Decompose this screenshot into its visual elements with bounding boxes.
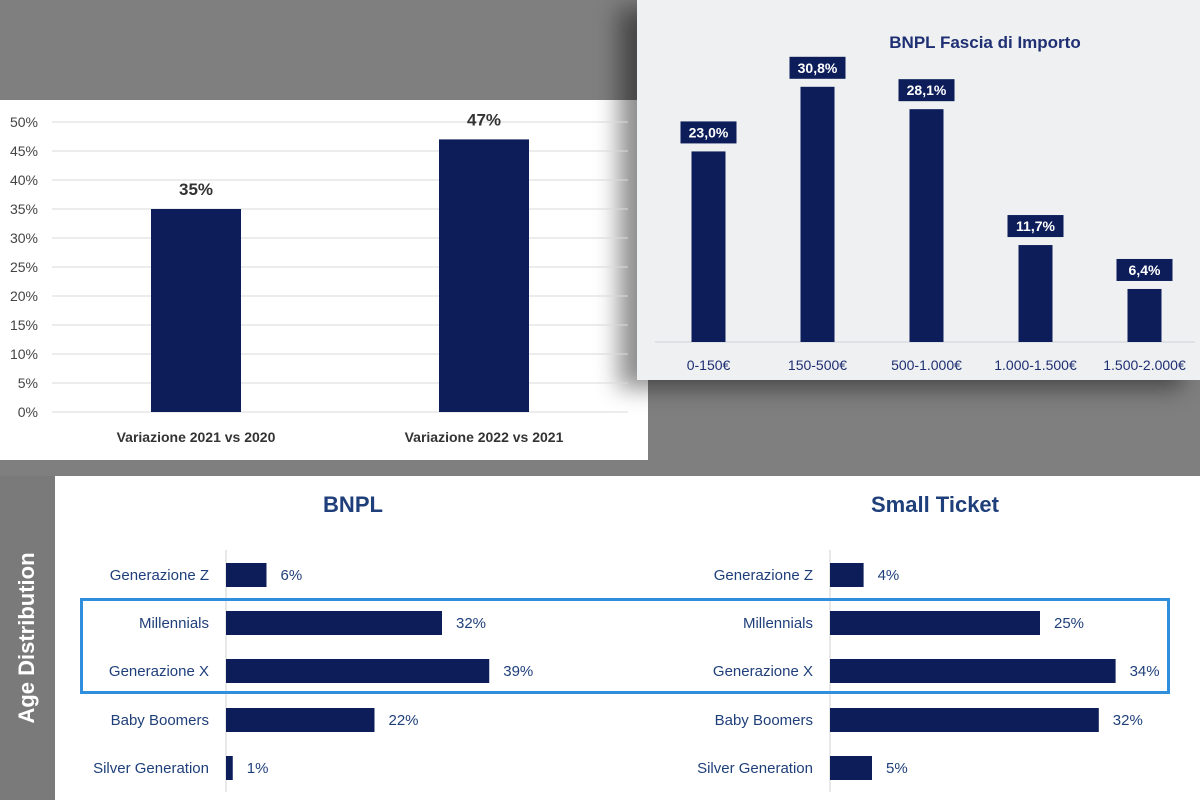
y-tick-label: Baby Boomers — [111, 712, 209, 729]
chart-title: BNPL Fascia di Importo — [889, 33, 1080, 52]
data-label-box — [898, 79, 955, 102]
y-tick-label: 20% — [10, 288, 38, 304]
x-tick-label: 500-1.000€ — [891, 357, 962, 373]
y-tick-label: 5% — [18, 375, 38, 391]
y-tick-label: 50% — [10, 114, 38, 130]
y-tick-label: 25% — [10, 259, 38, 275]
data-label-box — [789, 56, 846, 79]
data-label: 11,7% — [1016, 218, 1055, 234]
age-distribution-panel — [0, 476, 1200, 800]
bar — [830, 659, 1116, 683]
data-label: 34% — [1130, 663, 1160, 680]
x-tick-label: 150-500€ — [788, 357, 847, 373]
y-tick-label: 0% — [18, 404, 38, 420]
bar — [830, 756, 872, 780]
bar — [226, 659, 490, 683]
data-label: 32% — [456, 615, 486, 632]
x-tick-label: Variazione 2022 vs 2021 — [405, 429, 564, 445]
data-label: 22% — [389, 712, 419, 729]
y-tick-label: Millennials — [139, 615, 209, 632]
age-distribution-sidebar: Age Distribution — [0, 476, 55, 800]
data-label: 30,8% — [798, 60, 838, 76]
bar — [830, 611, 1040, 635]
chart-title: Small Ticket — [871, 492, 1000, 517]
x-tick-label: 0-150€ — [687, 357, 731, 373]
bar — [830, 563, 864, 587]
data-label: 1% — [247, 760, 269, 777]
bar — [1127, 288, 1162, 342]
chart-title: BNPL — [323, 492, 383, 517]
data-label: 32% — [1113, 712, 1143, 729]
bar — [226, 611, 442, 635]
x-tick-label: Variazione 2021 vs 2020 — [117, 429, 276, 445]
bar — [909, 109, 944, 343]
y-tick-label: 30% — [10, 230, 38, 246]
data-label: 23,0% — [689, 124, 729, 140]
y-tick-label: 15% — [10, 317, 38, 333]
x-tick-label: 1.500-2.000€ — [1103, 357, 1186, 373]
variation-chart-panel — [0, 100, 648, 460]
y-tick-label: Generazione X — [713, 663, 813, 680]
bar — [1018, 245, 1053, 342]
bar — [439, 139, 529, 412]
data-label: 28,1% — [907, 82, 947, 98]
y-tick-label: Millennials — [743, 615, 813, 632]
bar — [830, 708, 1099, 732]
y-tick-label: 10% — [10, 346, 38, 362]
y-tick-label: Silver Generation — [93, 760, 209, 777]
data-label: 5% — [886, 760, 908, 777]
bar — [226, 756, 233, 780]
data-label-box — [1007, 215, 1064, 238]
y-tick-label: Silver Generation — [697, 760, 813, 777]
y-tick-label: Generazione Z — [714, 567, 813, 584]
data-label: 35% — [179, 180, 213, 199]
bar — [691, 151, 726, 342]
data-label: 6% — [281, 567, 303, 584]
data-label: 47% — [467, 110, 501, 129]
y-tick-label: 45% — [10, 143, 38, 159]
bar — [226, 708, 375, 732]
data-label: 6,4% — [1129, 262, 1161, 278]
data-label-box — [1116, 258, 1173, 281]
highlight-box — [80, 598, 1170, 694]
bar — [226, 563, 267, 587]
y-tick-label: Generazione X — [109, 663, 209, 680]
bar — [151, 209, 241, 412]
data-label: 4% — [878, 567, 900, 584]
data-label-box — [680, 121, 737, 144]
y-tick-label: Baby Boomers — [715, 712, 813, 729]
x-tick-label: 1.000-1.500€ — [994, 357, 1077, 373]
y-tick-label: 40% — [10, 172, 38, 188]
data-label: 39% — [503, 663, 533, 680]
data-label: 25% — [1054, 615, 1084, 632]
y-tick-label: Generazione Z — [110, 567, 209, 584]
y-tick-label: 35% — [10, 201, 38, 217]
bar — [800, 86, 835, 342]
